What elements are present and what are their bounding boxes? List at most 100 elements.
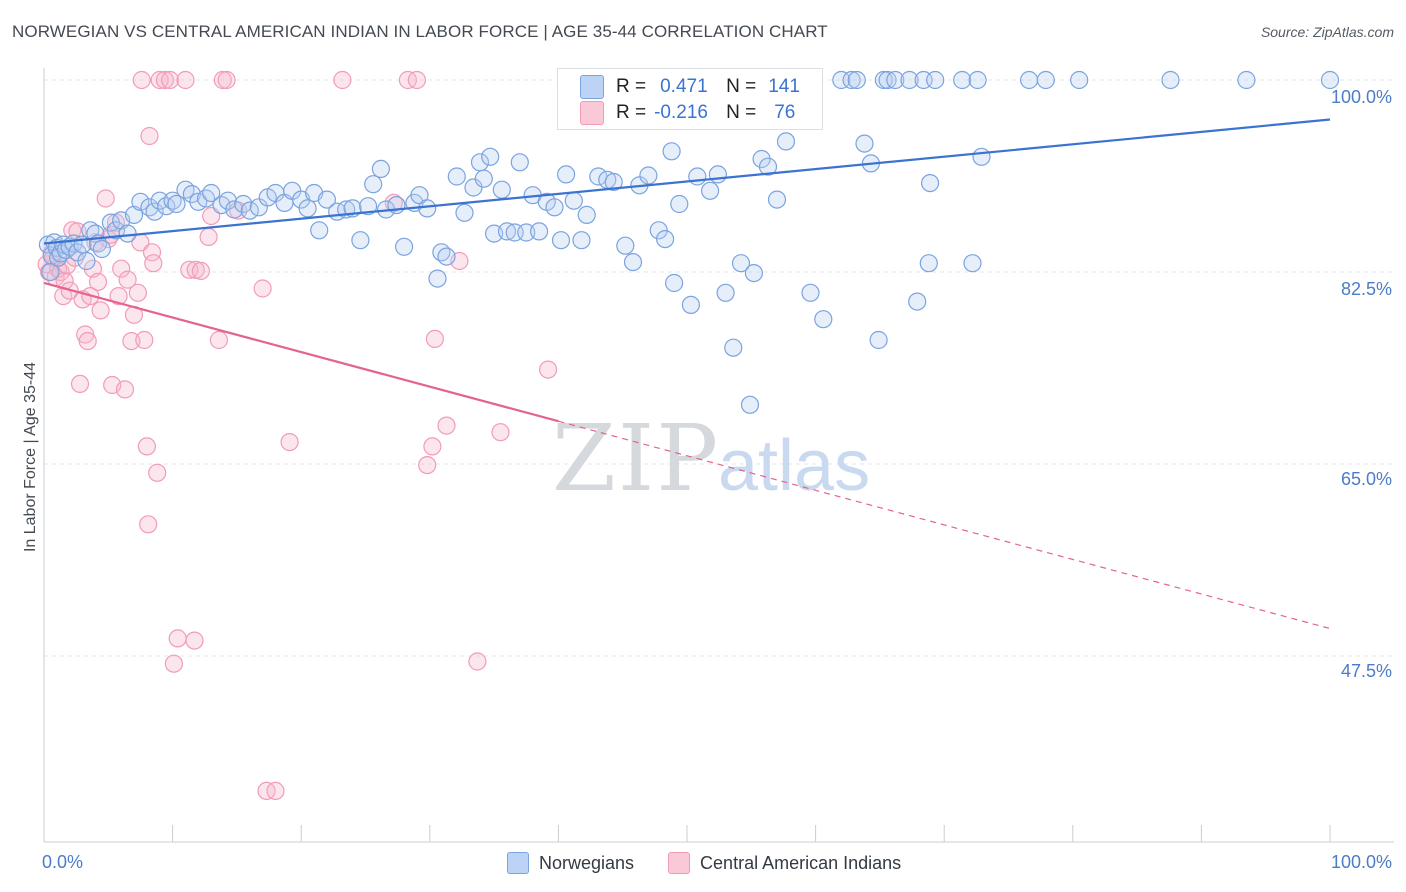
data-point: [425, 329, 444, 348]
data-point: [731, 254, 751, 273]
n-label: N =: [726, 102, 757, 123]
data-point: [407, 70, 426, 90]
data-point: [88, 272, 108, 291]
data-point: [51, 262, 70, 282]
data-point: [109, 287, 128, 306]
data-point: [150, 70, 169, 90]
data-point: [724, 338, 743, 357]
axes: [43, 68, 1394, 843]
data-point: [139, 515, 158, 534]
data-point: [564, 191, 583, 210]
data-point: [481, 147, 500, 166]
data-point: [115, 380, 135, 399]
data-point: [455, 203, 474, 222]
data-point: [122, 332, 141, 351]
data-point: [418, 199, 437, 218]
data-point: [131, 192, 150, 211]
data-point: [118, 224, 137, 243]
data-point: [801, 283, 820, 302]
watermark-atlas: atlas: [718, 426, 870, 506]
data-point: [740, 395, 760, 414]
data-point: [1036, 70, 1055, 90]
data-point: [529, 222, 549, 241]
r-label: R =: [616, 102, 647, 123]
data-point: [474, 169, 493, 188]
data-point: [926, 70, 945, 90]
data-point: [140, 126, 159, 146]
data-point: [280, 433, 299, 452]
y-axis-label: In Labor Force | Age 35-44: [22, 361, 39, 553]
data-point: [664, 273, 684, 293]
data-point: [953, 70, 972, 90]
y-tick-label: 65.0%: [1340, 469, 1392, 489]
data-point: [106, 221, 126, 240]
source-label: Source: ZipAtlas.com: [1260, 24, 1394, 40]
data-point: [137, 437, 156, 456]
data-point: [1161, 70, 1180, 90]
stats-row-central-american-indians: R = -0.216 N = 76: [580, 100, 796, 126]
data-point: [234, 194, 253, 214]
x-tick-label-max: 100.0%: [1330, 852, 1392, 872]
data-point: [135, 330, 154, 350]
data-point: [148, 463, 167, 482]
data-point: [623, 253, 643, 272]
data-point: [510, 153, 529, 172]
data-point: [202, 183, 221, 203]
data-point: [517, 223, 536, 242]
data-point: [776, 132, 796, 151]
legend-label-central-american-indians: Central American Indians: [700, 852, 902, 873]
n-label: N =: [726, 76, 757, 97]
legend-swatch-norwegians: [507, 852, 529, 874]
data-point: [351, 231, 370, 250]
data-point: [167, 194, 186, 214]
y-tick-label: 100.0%: [1330, 87, 1392, 107]
data-point: [639, 166, 658, 185]
n-value: 76: [774, 102, 796, 123]
data-point: [160, 70, 180, 90]
data-point: [164, 654, 183, 673]
data-point: [92, 239, 112, 259]
data-point: [963, 254, 982, 273]
data-point: [919, 254, 938, 273]
data-point: [1320, 70, 1340, 90]
data-point: [298, 199, 317, 218]
series-legend: Norwegians Central American Indians: [507, 852, 901, 874]
data-point: [855, 134, 874, 153]
series-norwegians: [38, 70, 1340, 414]
r-value: -0.216: [654, 102, 708, 123]
data-point: [716, 283, 735, 302]
data-point: [145, 202, 164, 221]
y-tick-label: 82.5%: [1340, 279, 1392, 299]
data-point: [1019, 70, 1039, 90]
data-point: [700, 181, 720, 200]
data-point: [359, 197, 378, 216]
r-label: R =: [616, 76, 647, 97]
stats-row-norwegians: R = 0.471 N = 141: [580, 74, 800, 100]
data-point: [814, 310, 833, 329]
data-point: [423, 437, 442, 456]
trend-line-central-american-indians-extrapolated: [558, 420, 1331, 630]
data-point: [191, 261, 210, 280]
r-value: 0.471: [660, 76, 708, 97]
central-american-indians-swatch: [580, 101, 604, 125]
trend-line-central-american-indians: [43, 281, 559, 423]
data-point: [333, 70, 352, 90]
data-point: [77, 251, 96, 271]
trend-lines: [43, 118, 1331, 630]
trend-line-norwegians: [43, 118, 1331, 245]
data-point: [70, 374, 90, 393]
data-point: [317, 190, 336, 209]
n-value: 141: [768, 76, 800, 97]
data-point: [96, 189, 115, 208]
data-point: [847, 70, 866, 90]
data-point: [185, 631, 204, 650]
data-point: [310, 221, 329, 240]
data-point: [572, 231, 591, 250]
data-point: [577, 205, 596, 224]
data-point: [468, 652, 487, 671]
data-point: [968, 70, 987, 90]
data-point: [497, 222, 517, 241]
data-point: [878, 70, 897, 90]
